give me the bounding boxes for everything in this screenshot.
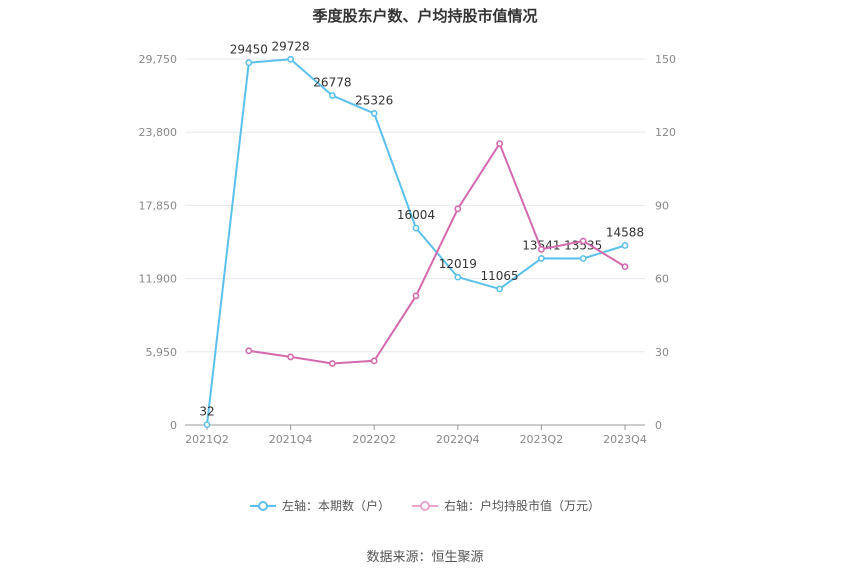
y-left-tick-label: 17,850 bbox=[139, 199, 178, 212]
series-line-households bbox=[206, 58, 626, 425]
data-label: 29728 bbox=[272, 39, 310, 53]
data-point-households bbox=[370, 110, 378, 117]
data-point-market-value bbox=[579, 237, 587, 245]
legend-label-market-value: 右轴：户均持股市值（万元） bbox=[444, 499, 601, 513]
y-right-tick-label: 90 bbox=[655, 199, 669, 212]
data-source: 数据来源：恒生聚源 bbox=[366, 550, 484, 565]
data-point-market-value bbox=[454, 205, 462, 213]
data-point-households bbox=[203, 421, 211, 429]
data-label: 32 bbox=[199, 405, 214, 419]
legend-item-households[interactable]: 左轴：本期数（户） bbox=[249, 497, 390, 514]
y-right-tick-label: 30 bbox=[655, 346, 669, 359]
data-point-market-value bbox=[412, 292, 420, 300]
data-point-market-value bbox=[496, 140, 503, 148]
data-point-households bbox=[621, 242, 629, 249]
data-point-market-value bbox=[328, 360, 336, 367]
data-label: 13541 bbox=[522, 238, 560, 252]
y-left-tick-label: 0 bbox=[170, 419, 177, 432]
x-tick-label: 2023Q4 bbox=[603, 433, 647, 446]
legend-item-market-value[interactable]: 右轴：户均持股市值（万元） bbox=[412, 497, 600, 514]
y-right-tick-label: 150 bbox=[655, 53, 676, 66]
legend-label-households: 左轴：本期数（户） bbox=[281, 499, 390, 513]
x-tick-label: 2022Q4 bbox=[436, 433, 480, 446]
data-point-market-value bbox=[245, 347, 253, 355]
legend-swatch-market-value bbox=[412, 499, 438, 513]
data-point-market-value bbox=[621, 263, 629, 271]
data-point-households bbox=[579, 255, 587, 262]
data-point-households bbox=[496, 285, 503, 293]
data-label: 11065 bbox=[481, 269, 519, 283]
data-point-households bbox=[328, 92, 336, 99]
data-point-market-value bbox=[287, 353, 294, 361]
data-point-households bbox=[454, 273, 462, 281]
data-point-market-value bbox=[538, 245, 545, 253]
y-left-tick-label: 11,900 bbox=[139, 273, 178, 286]
data-label: 12019 bbox=[439, 257, 477, 271]
chart-title: 季度股东户数、户均持股市值情况 bbox=[312, 7, 538, 25]
y-left-tick-label: 29,750 bbox=[139, 53, 178, 66]
data-label: 25326 bbox=[355, 93, 393, 107]
legend: 左轴：本期数（户） 右轴：户均持股市值（万元） bbox=[0, 497, 850, 514]
data-label: 16004 bbox=[397, 208, 435, 222]
x-tick-label: 2022Q2 bbox=[352, 433, 396, 446]
data-label: 26778 bbox=[313, 76, 351, 90]
data-point-households bbox=[245, 59, 253, 67]
x-tick-label: 2023Q2 bbox=[520, 433, 564, 446]
y-right-tick-label: 0 bbox=[655, 419, 662, 432]
series-line-market-value bbox=[248, 142, 626, 365]
x-tick-label: 2021Q4 bbox=[269, 433, 313, 446]
y-right-tick-label: 60 bbox=[655, 273, 669, 286]
y-left-tick-label: 23,800 bbox=[139, 126, 178, 139]
y-left-tick-label: 5,950 bbox=[146, 346, 178, 359]
data-label: 14588 bbox=[606, 226, 644, 240]
data-point-market-value bbox=[370, 357, 378, 365]
x-tick-label: 2021Q2 bbox=[185, 433, 229, 446]
data-point-households bbox=[287, 55, 294, 63]
line-chart: 0 5,950 11,900 17,850 23,800 29,750 0 30 60 90 120… bbox=[139, 39, 677, 446]
y-right-tick-label: 120 bbox=[655, 126, 676, 139]
data-point-households bbox=[538, 255, 545, 262]
data-label: 29450 bbox=[230, 43, 268, 57]
legend-swatch-households bbox=[249, 499, 276, 513]
data-point-households bbox=[412, 224, 420, 232]
